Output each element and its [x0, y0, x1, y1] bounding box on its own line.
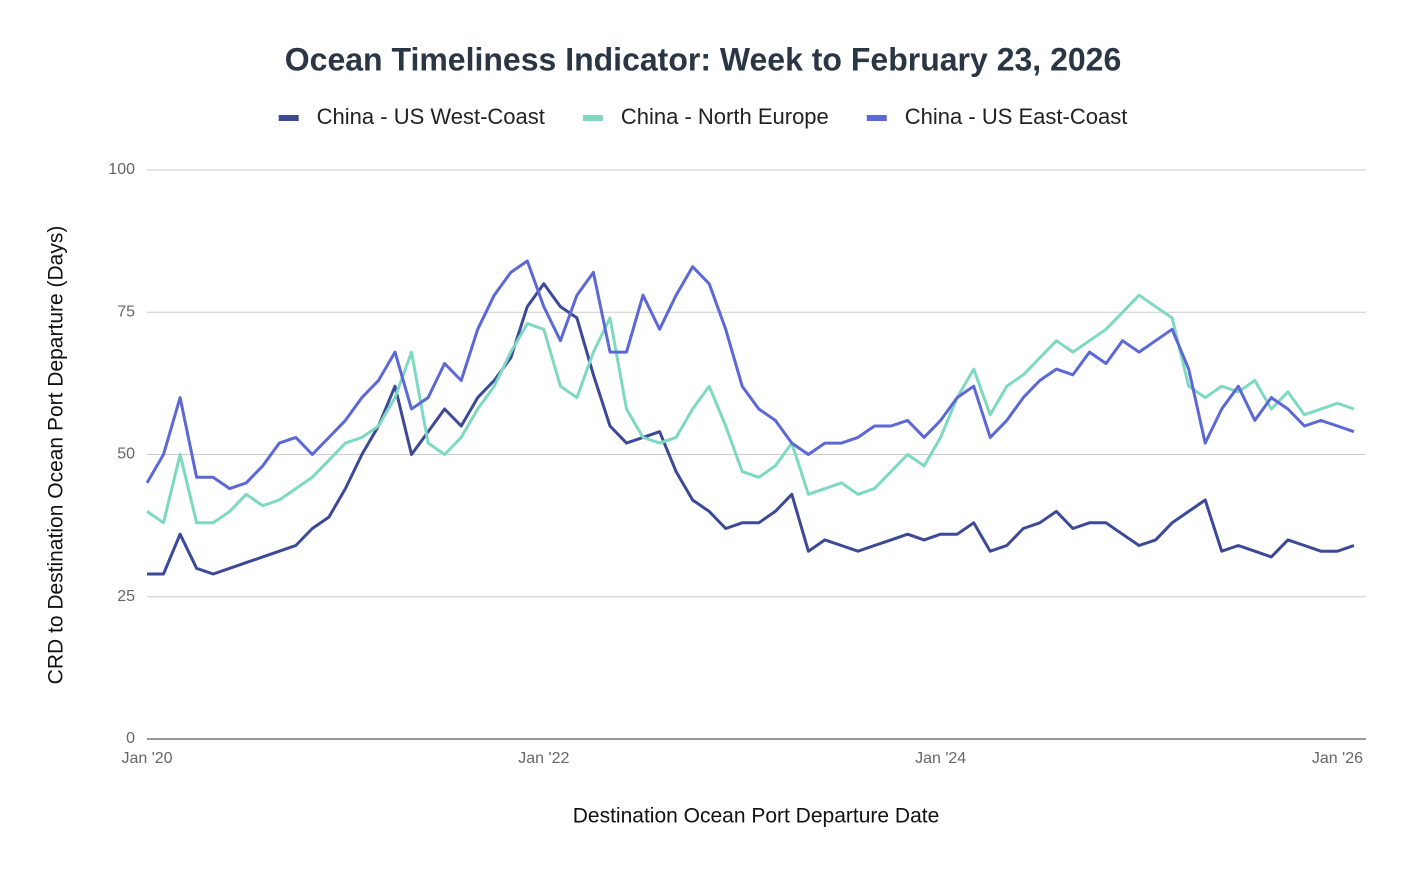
y-tick-label: 100 [108, 161, 135, 178]
y-tick-label: 75 [117, 303, 135, 320]
x-tick-label: Jan '24 [915, 750, 966, 767]
legend: China - US West-Coast China - North Europ… [278, 104, 1128, 129]
y-tick-label: 0 [126, 730, 135, 747]
y-tick-label: 25 [117, 588, 135, 605]
y-tick-label: 50 [117, 446, 135, 463]
x-tick-label: Jan '20 [121, 750, 172, 767]
series-line [146, 293, 1355, 525]
chart-title: Ocean Timeliness Indicator: Week to Febr… [285, 41, 1122, 77]
series-line [147, 282, 1355, 576]
x-tick-label: Jan '22 [518, 750, 569, 767]
x-axis-label: Destination Ocean Port Departure Date [573, 805, 940, 828]
legend-label: China - US West-Coast [317, 104, 545, 129]
legend-label: China - North Europe [621, 104, 829, 129]
y-axis-label: CRD to Destination Ocean Port Departure … [45, 226, 68, 685]
series-line [145, 259, 1355, 491]
x-tick-label: Jan '26 [1312, 750, 1363, 767]
legend-label: China - US East-Coast [905, 104, 1128, 129]
